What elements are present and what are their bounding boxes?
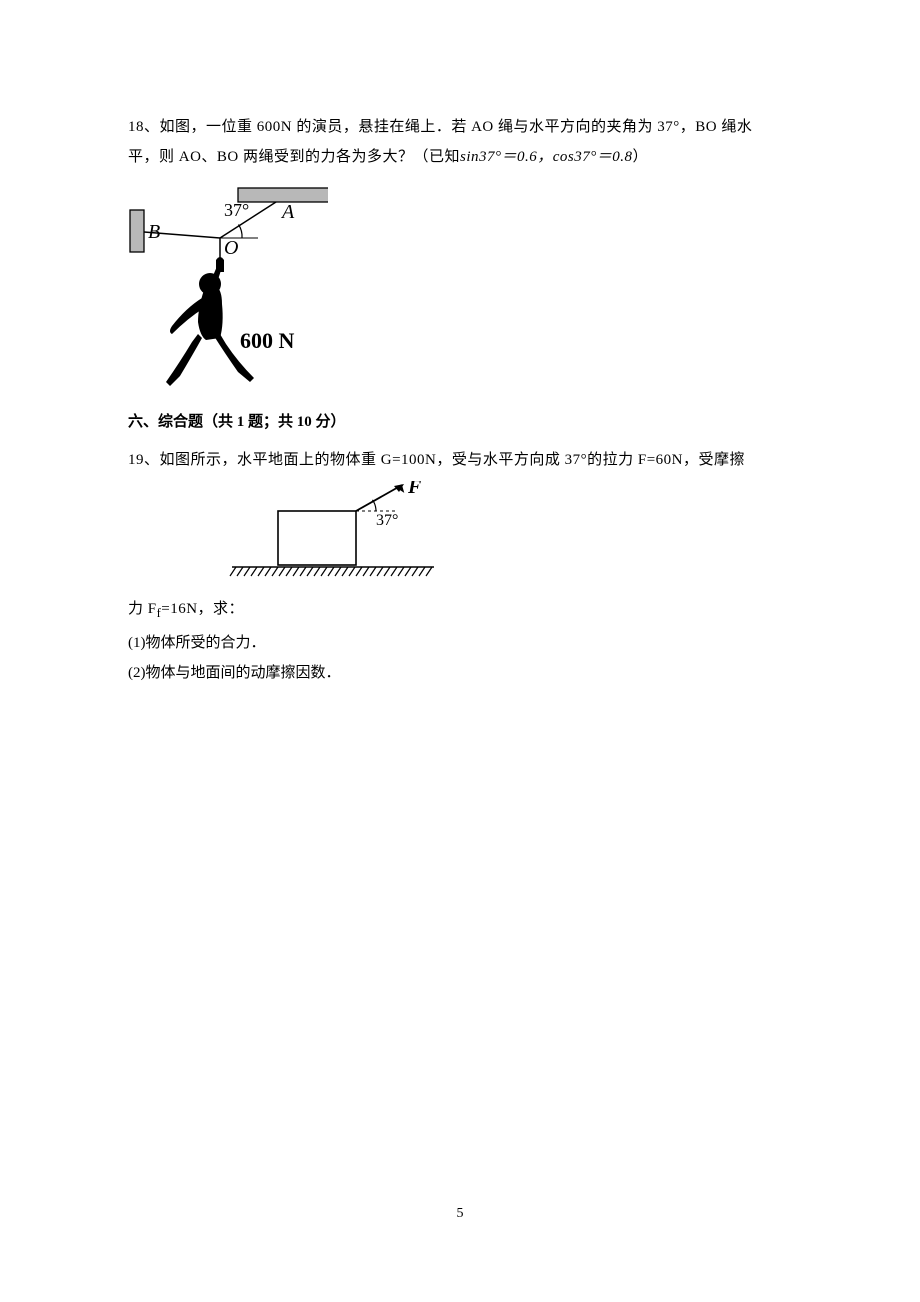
angle-arc	[239, 225, 243, 239]
q19-post-after: =16N，求：	[161, 601, 244, 617]
point-b-label: B	[148, 221, 160, 243]
wall-rect	[130, 210, 144, 252]
page-number: 5	[0, 1206, 920, 1222]
q19-sublist: (1)物体所受的合力． (2)物体与地面间的动摩擦因数．	[128, 628, 800, 688]
q18-line2: 平，则 AO、BO 两绳受到的力各为多大？（已知sin37°＝0.6，cos37…	[128, 142, 800, 172]
weight-label: 600 N	[240, 328, 295, 353]
q19-sub2: (2)物体与地面间的动摩擦因数．	[128, 658, 800, 688]
q19-box	[278, 511, 356, 565]
page-content: 18、如图，一位重 600N 的演员，悬挂在绳上．若 AO 绳与水平方向的夹角为…	[0, 0, 920, 688]
q18-diagram: 37° A B O 600 N	[128, 180, 800, 401]
q19-ground-hatch	[230, 567, 432, 576]
q19-angle-label: 37°	[376, 512, 398, 529]
angle-label: 37°	[224, 200, 249, 220]
q19-svg: 37° F	[228, 481, 438, 581]
point-o-label: O	[224, 237, 238, 259]
q18-line2-pre: 平，则 AO、BO 两绳受到的力各为多大？（已知	[128, 149, 460, 165]
q19-diagram: 37° F	[228, 481, 800, 592]
q18-math-expr: sin37°＝0.6，cos37°＝0.8	[460, 149, 633, 165]
point-a-label: A	[280, 201, 295, 223]
q19-line1: 19、如图所示，水平地面上的物体重 G=100N，受与水平方向成 37°的拉力 …	[128, 445, 800, 475]
person-silhouette	[166, 257, 254, 386]
q19-line-post: 力 Ff=16N，求：	[128, 594, 800, 626]
q19-force-label: F	[407, 481, 422, 498]
section6-heading: 六、综合题（共 1 题；共 10 分）	[128, 407, 800, 437]
q18-svg: 37° A B O 600 N	[128, 180, 328, 390]
ceiling-rect	[238, 188, 328, 202]
q18-line2-post: ）	[633, 149, 649, 165]
q19-sub1: (1)物体所受的合力．	[128, 628, 800, 658]
q18-line1: 18、如图，一位重 600N 的演员，悬挂在绳上．若 AO 绳与水平方向的夹角为…	[128, 112, 800, 142]
q19-force-line	[356, 485, 402, 511]
q19-post-pre: 力 F	[128, 601, 157, 617]
